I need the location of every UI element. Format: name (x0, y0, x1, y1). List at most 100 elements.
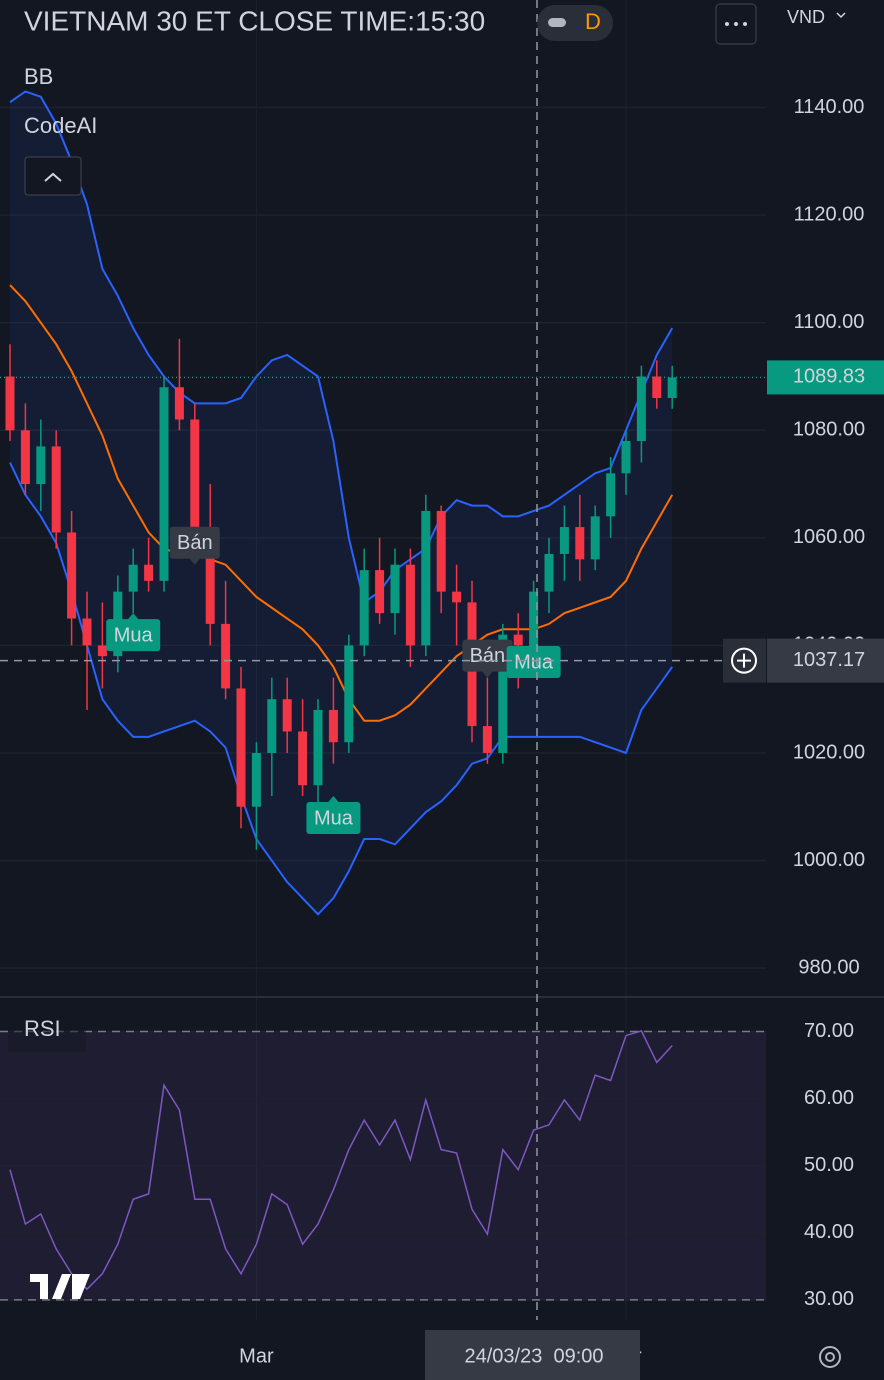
price-pane: 980.001000.001020.001040.001060.001080.0… (0, 0, 865, 1320)
crosshair-plus[interactable] (731, 647, 757, 674)
candle-body (513, 634, 523, 646)
indicator-label: BB (24, 64, 53, 89)
signal-label: Mua (114, 624, 154, 646)
candle-body (375, 570, 385, 614)
dot (743, 22, 747, 26)
candle-body (221, 623, 231, 689)
candle-body (20, 430, 30, 485)
signal-label: Mua (514, 651, 554, 673)
dot (734, 22, 738, 26)
candle-body (390, 564, 400, 614)
settings-icon-core (825, 1352, 835, 1362)
candle-body (298, 731, 308, 786)
y-tick-label: 1060.00 (793, 526, 865, 548)
candle-body (498, 634, 508, 753)
y-tick-label: 1140.00 (794, 96, 865, 118)
candle-body (205, 527, 215, 624)
candle-body (128, 564, 138, 592)
rsi-line (9, 1029, 673, 1291)
candle-body (590, 516, 600, 560)
y-tick-label: 30.00 (804, 1288, 854, 1310)
candle-body (67, 532, 77, 619)
signal-pointer (188, 557, 201, 565)
candle-body (421, 510, 431, 646)
bb-middle (9, 284, 674, 722)
candle-body (236, 688, 246, 807)
currency[interactable]: VND (787, 7, 825, 27)
interval-badge: D (585, 9, 601, 34)
crosshair-time-label: 24/03/23 09:00 (464, 1345, 603, 1367)
candle-body (190, 419, 200, 528)
candle-body (267, 699, 277, 753)
candle-body (251, 752, 261, 807)
candle-body (452, 591, 462, 603)
candle-body (174, 387, 184, 420)
candle-body (282, 699, 292, 732)
tradingview-logo[interactable] (30, 1274, 90, 1299)
candle-body (5, 376, 15, 431)
candle-body (344, 645, 354, 743)
collapse-icon (44, 172, 62, 182)
y-tick-label: 60.00 (804, 1087, 854, 1109)
candle-body (328, 709, 338, 743)
signal-pointer (127, 613, 140, 621)
signal-box (506, 646, 561, 679)
candle-body (652, 376, 662, 398)
market-status-toggle[interactable] (537, 5, 613, 41)
dot (725, 22, 729, 26)
candle-body (559, 527, 569, 554)
candle-body (544, 553, 554, 592)
candle-body (405, 564, 415, 646)
chart-title: VIETNAM 30 ET CLOSE TIME:15:30 (24, 5, 485, 36)
x-tick-label: Mar (239, 1345, 274, 1367)
candle-body (636, 376, 646, 442)
candle-body (36, 446, 46, 485)
settings-icon[interactable] (819, 1346, 841, 1368)
last-price-label: 1089.83 (793, 366, 865, 388)
candle-body (621, 441, 631, 474)
crosshair-price-label: 1037.17 (793, 649, 865, 671)
rsi-label-bg (8, 1010, 86, 1052)
crosshair-price-box (767, 638, 884, 683)
signal-box (306, 802, 361, 834)
rsi-label: RSI (24, 1016, 61, 1041)
candle-body (529, 591, 539, 646)
signal-pointer (327, 796, 340, 803)
candle-body (482, 726, 492, 753)
plus-icon (737, 653, 751, 668)
signal-pointer (481, 670, 494, 678)
y-tick-label: 1120.00 (794, 203, 865, 225)
bb-lower (9, 462, 674, 916)
collapse-button[interactable] (24, 156, 82, 196)
candle-body (313, 709, 323, 786)
candle-body (606, 473, 616, 517)
signal-label: Mua (314, 807, 354, 829)
signal-label: Bán (470, 645, 506, 667)
bb-upper (9, 90, 674, 605)
status-icon (548, 18, 566, 27)
y-tick-label: 980.00 (798, 956, 859, 978)
signal-box (106, 619, 161, 652)
y-tick-label: 1020.00 (793, 741, 865, 763)
last-price-box (767, 360, 884, 395)
candle-body (144, 564, 154, 581)
signal-box (462, 639, 513, 672)
candle-body (51, 446, 61, 533)
candle-body (575, 527, 585, 560)
indicator-label: CodeAI (24, 113, 97, 138)
candle-body (159, 387, 169, 581)
currency-chevron (836, 12, 846, 19)
y-tick-label: 50.00 (804, 1154, 854, 1176)
signal-label: Bán (177, 532, 213, 554)
candle-body (359, 570, 369, 646)
y-tick-label: 40.00 (804, 1221, 854, 1243)
candle-body (436, 510, 446, 592)
signal-box (169, 526, 220, 559)
rsi-pane: 30.00 40.00 50.00 60.00 70.00 (0, 1020, 854, 1310)
candle-body (667, 377, 677, 398)
y-tick-label: 1080.00 (793, 419, 865, 441)
more-button[interactable] (715, 3, 757, 45)
candle-body (97, 645, 107, 657)
